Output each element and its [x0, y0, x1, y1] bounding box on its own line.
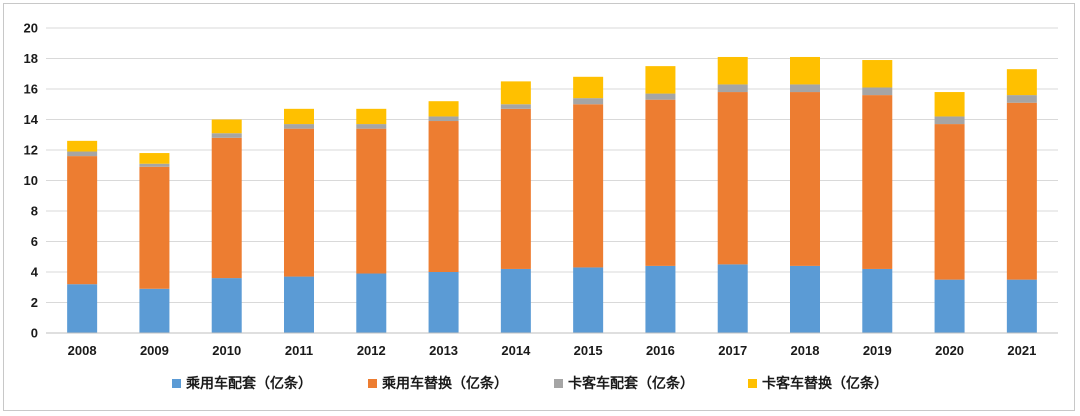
bar-segment [284, 108, 314, 125]
bar-segment [790, 56, 820, 85]
bar-segment [862, 268, 893, 333]
bar-segment [67, 140, 98, 152]
bar-segment [211, 278, 242, 333]
bar-segment [934, 279, 965, 333]
y-tick-label: 16 [24, 82, 38, 97]
bar-segment [211, 137, 242, 279]
y-tick-label: 4 [31, 265, 39, 280]
legend-swatch [554, 379, 563, 388]
bar-segment [67, 151, 98, 157]
bar-segment [717, 84, 748, 93]
x-tick-label: 2017 [718, 343, 747, 358]
y-tick-label: 14 [24, 112, 39, 127]
legend-label: 乘用车替换（亿条） [381, 375, 508, 392]
bar-segment [862, 60, 893, 88]
y-tick-label: 10 [24, 173, 38, 188]
bar-segment [139, 166, 170, 289]
bars [67, 56, 1037, 333]
bar-segment [717, 56, 748, 85]
bar-segment [790, 84, 820, 93]
axes: 0 2 4 6 8 10 12 14 16 18 20 2008 2009 2010 2011 2012 201… [24, 21, 1058, 358]
bar-segment [717, 92, 748, 265]
bar-segment [211, 119, 242, 134]
legend-label: 乘用车配套（亿条） [185, 375, 312, 392]
y-tick-label: 2 [31, 295, 38, 310]
bar-segment [862, 95, 893, 269]
y-tick-label: 6 [31, 234, 38, 249]
bar-segment [645, 265, 676, 333]
bar-segment [67, 156, 98, 285]
bar-segment [573, 98, 604, 105]
bar-segment [934, 116, 965, 125]
gridlines [46, 27, 1058, 303]
bar-segment [67, 284, 98, 333]
y-tick-label: 20 [24, 21, 38, 36]
bar-segment [428, 121, 459, 273]
x-tick-label: 2013 [429, 343, 458, 358]
x-tick-label: 2014 [501, 343, 531, 358]
bar-segment [428, 101, 459, 117]
bar-segment [356, 128, 387, 274]
bar-segment [284, 124, 314, 129]
x-tick-label: 2009 [140, 343, 169, 358]
x-tick-label: 2008 [68, 343, 97, 358]
bar-segment [1006, 102, 1037, 280]
chart-frame [3, 3, 1075, 411]
x-tick-label: 2018 [791, 343, 820, 358]
bar-segment [1006, 279, 1037, 333]
y-tick-label: 12 [24, 143, 38, 158]
bar-segment [573, 104, 604, 268]
bar-segment [211, 133, 242, 138]
y-tick-label: 8 [31, 204, 38, 219]
y-tick-label: 0 [31, 326, 38, 341]
bar-segment [862, 87, 893, 96]
x-tick-label: 2012 [357, 343, 386, 358]
bar-segment [717, 264, 748, 333]
bar-segment [790, 92, 820, 266]
bar-segment [356, 124, 387, 129]
bar-segment [1006, 95, 1037, 103]
bar-segment [645, 93, 676, 100]
bar-segment [356, 108, 387, 125]
x-tick-label: 2015 [574, 343, 603, 358]
x-tick-label: 2019 [863, 343, 892, 358]
x-tick-label: 2021 [1007, 343, 1036, 358]
x-tick-label: 2010 [212, 343, 241, 358]
bar-segment [790, 265, 820, 333]
bar-segment [428, 116, 459, 122]
bar-segment [356, 273, 387, 333]
bar-segment [500, 104, 531, 109]
x-tick-label: 2016 [646, 343, 675, 358]
y-tick-label: 18 [24, 51, 38, 66]
bar-segment [934, 92, 965, 117]
legend-swatch [172, 379, 181, 388]
bar-segment [573, 76, 604, 99]
x-tick-label: 2020 [935, 343, 964, 358]
bar-segment [1006, 69, 1037, 96]
bar-segment [428, 272, 459, 333]
bar-segment [645, 99, 676, 266]
bar-segment [139, 288, 170, 333]
bar-segment [500, 108, 531, 269]
bar-segment [645, 66, 676, 94]
x-tick-label: 2011 [285, 343, 313, 358]
legend-label: 卡客车配套（亿条） [568, 375, 694, 392]
legend: 乘用车配套（亿条） 乘用车替换（亿条） 卡客车配套（亿条） 卡客车替换（亿条） [172, 375, 888, 392]
bar-segment [139, 163, 170, 167]
legend-swatch [748, 379, 757, 388]
bar-segment [573, 267, 604, 333]
bar-segment [934, 124, 965, 280]
bar-segment [500, 268, 531, 333]
bar-segment [139, 153, 170, 164]
legend-label: 卡客车替换（亿条） [762, 375, 888, 392]
legend-swatch [368, 379, 377, 388]
bar-segment [500, 81, 531, 105]
bar-segment [284, 128, 314, 277]
bar-segment [284, 276, 314, 333]
